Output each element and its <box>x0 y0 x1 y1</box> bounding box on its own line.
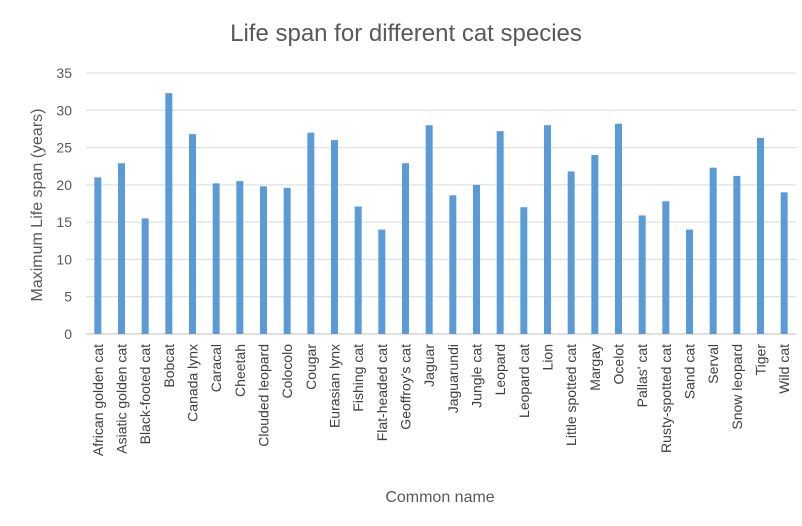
bar <box>307 132 315 334</box>
x-tick-label: Little spotted cat <box>563 344 579 446</box>
bar <box>520 207 528 334</box>
y-tick-label: 0 <box>64 326 72 342</box>
bar <box>662 201 670 334</box>
y-tick-label: 10 <box>56 251 72 267</box>
x-tick-label: Leopard cat <box>516 344 532 418</box>
bar <box>733 175 741 334</box>
bars <box>94 93 788 335</box>
x-tick-label: Pallas' cat <box>634 344 650 407</box>
y-tick-label: 30 <box>56 102 72 118</box>
bar <box>709 167 717 334</box>
x-tick-label: Clouded leopard <box>256 344 272 447</box>
bar <box>496 131 504 334</box>
x-tick-label: Jungle cat <box>469 344 485 408</box>
x-tick-label: Caracal <box>208 344 224 392</box>
y-tick-label: 25 <box>56 140 72 156</box>
bar <box>354 206 362 334</box>
y-tick-label: 20 <box>56 177 72 193</box>
x-tick-label: Ocelot <box>611 344 627 385</box>
x-tick-label: Margay <box>587 344 603 391</box>
bar <box>212 183 220 334</box>
bar <box>118 163 125 334</box>
bar <box>473 184 480 334</box>
x-tick-label: Tiger <box>753 344 769 376</box>
gridlines <box>86 72 796 335</box>
x-tick-label: Jaguarundi <box>445 344 461 413</box>
bar <box>236 181 244 334</box>
x-tick-label: Eurasian lynx <box>327 344 343 428</box>
bar <box>567 171 575 334</box>
bar <box>757 137 764 334</box>
bar <box>402 163 409 334</box>
bar <box>615 123 622 334</box>
x-tick-label: Snow leopard <box>729 344 745 430</box>
x-tick-label: Colocolo <box>279 344 295 399</box>
x-tick-label: Flat-headed cat <box>374 344 390 441</box>
bar <box>378 229 386 334</box>
y-axis-label: Maximum Life span (years) <box>29 109 46 302</box>
x-tick-label: Cougar <box>303 344 319 390</box>
bar <box>260 186 267 334</box>
x-tick-label: Jaguar <box>421 344 437 387</box>
x-tick-label: African golden cat <box>90 344 106 456</box>
x-tick-label: Rusty-spotted cat <box>658 344 674 453</box>
x-tick-label: Black-footed cat <box>137 344 153 444</box>
y-tick-label: 5 <box>64 289 72 305</box>
x-tick-label: Bobcat <box>161 344 177 388</box>
bar <box>189 134 196 334</box>
bar <box>686 229 693 334</box>
x-tick-label: Asiatic golden cat <box>114 344 130 454</box>
bar <box>331 140 338 334</box>
x-tick-label: Wild cat <box>776 344 792 394</box>
x-tick-label: Lion <box>540 344 556 370</box>
x-tick-label: Canada lynx <box>185 344 201 422</box>
bar <box>591 155 599 334</box>
bar <box>780 192 788 334</box>
chart-title: Life span for different cat species <box>230 20 582 47</box>
x-tick-label: Sand cat <box>682 344 698 399</box>
y-tick-label: 15 <box>56 214 72 230</box>
x-tick-label: Fishing cat <box>350 344 366 412</box>
y-axis-ticks: 0 5 10 15 20 25 30 35 <box>56 65 72 342</box>
x-tick-label: Geoffroy's cat <box>398 344 414 430</box>
x-axis-label: Common name <box>385 489 494 506</box>
x-tick-label: Serval <box>705 344 721 384</box>
bar <box>425 125 433 334</box>
bar <box>141 218 149 334</box>
x-tick-label: Cheetah <box>232 344 248 397</box>
y-tick-label: 35 <box>56 65 72 81</box>
bar <box>165 93 173 335</box>
bar <box>283 187 291 334</box>
x-tick-label: Leopard <box>492 344 508 395</box>
bar <box>449 195 457 334</box>
x-axis-ticks: African golden cat Asiatic golden cat Blac… <box>90 344 792 456</box>
bar <box>544 125 551 334</box>
bar <box>638 215 646 334</box>
bar <box>94 177 102 334</box>
